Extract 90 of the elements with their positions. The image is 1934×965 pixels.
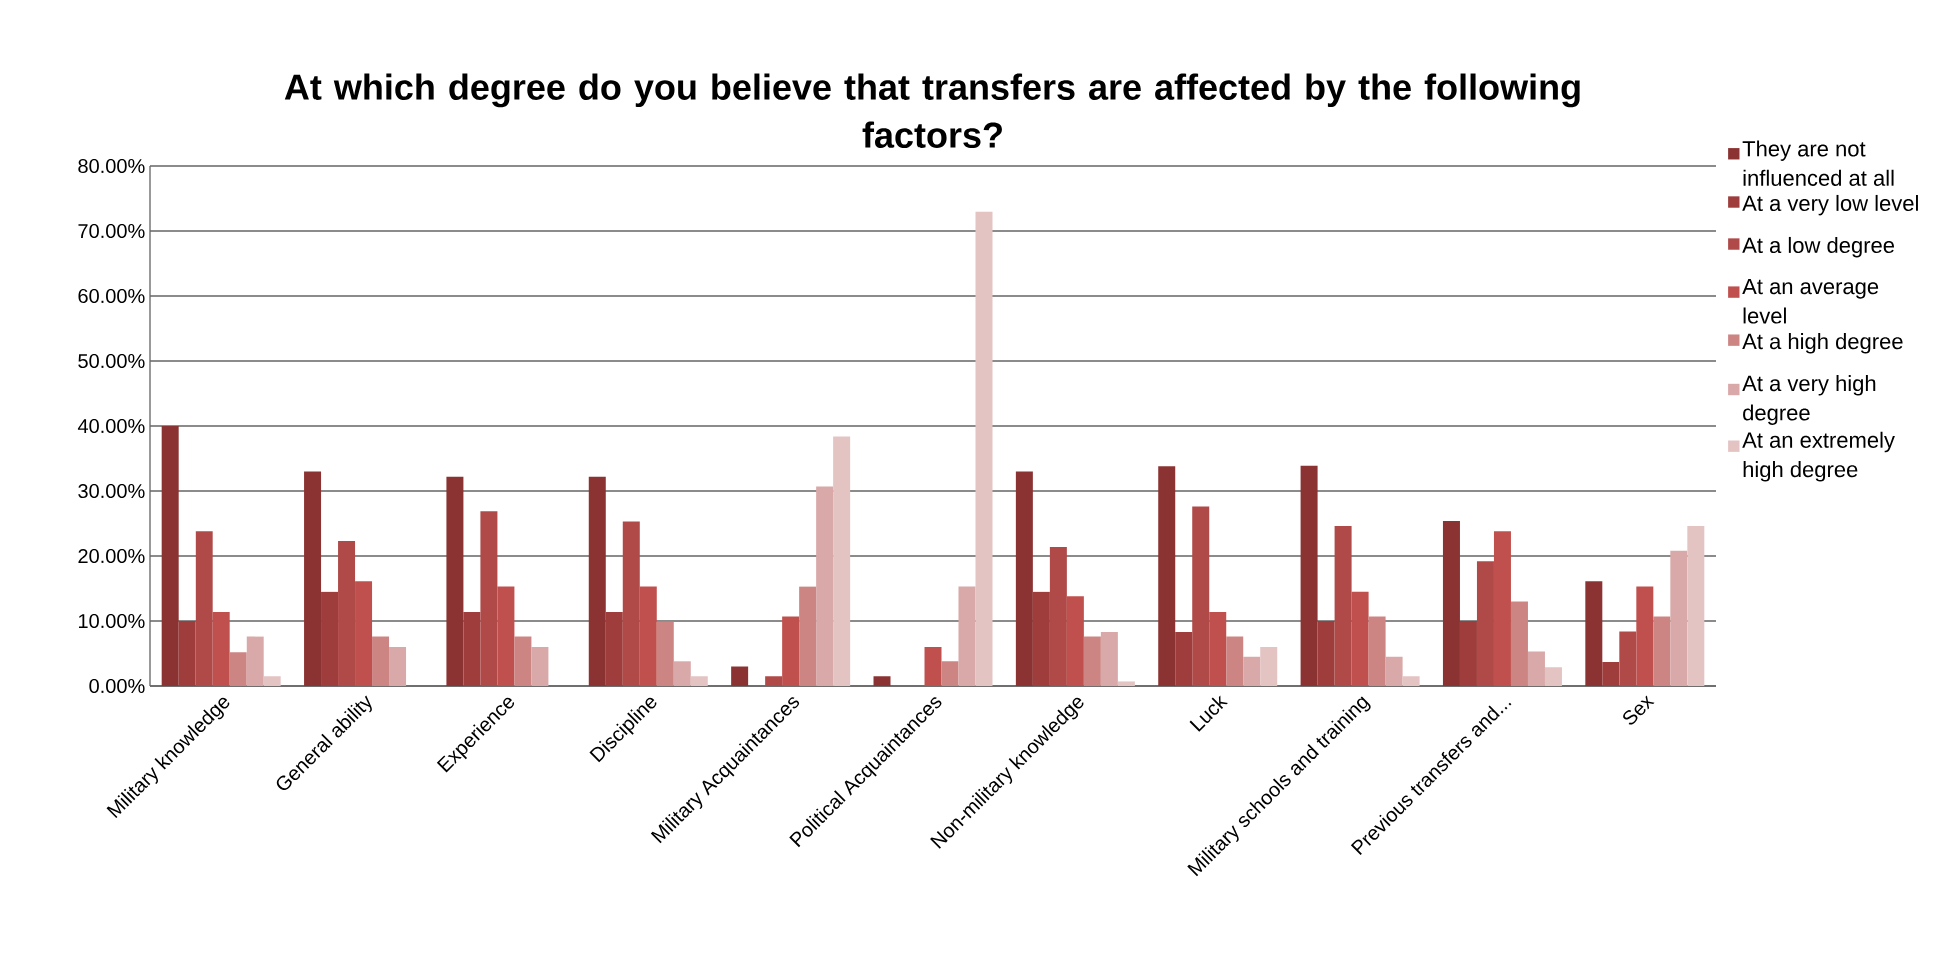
bar <box>229 652 247 686</box>
bar <box>924 647 942 686</box>
y-tick-label: 60.00% <box>78 288 145 304</box>
bar <box>1175 632 1193 686</box>
bar <box>372 636 390 686</box>
bar <box>639 586 657 686</box>
bar <box>446 476 464 686</box>
bar <box>1351 591 1369 686</box>
bar <box>304 471 322 686</box>
bar <box>1226 636 1244 686</box>
bar <box>1015 471 1033 686</box>
bar <box>958 586 976 686</box>
bar <box>1317 621 1335 686</box>
bar <box>389 647 407 686</box>
y-tick-label: 0.00% <box>89 678 145 694</box>
bar <box>1653 616 1671 686</box>
bar <box>514 636 532 686</box>
bar <box>1476 561 1494 686</box>
bar <box>1442 520 1460 686</box>
bar <box>1032 591 1050 686</box>
bar <box>1602 661 1620 686</box>
legend-label: At a high degree <box>1742 333 1903 354</box>
y-tick-label: 50.00% <box>78 353 145 369</box>
bar <box>497 586 515 686</box>
bar <box>1209 611 1227 686</box>
bar <box>588 476 606 686</box>
bar <box>622 521 640 686</box>
bar <box>1459 621 1477 686</box>
bar <box>1402 676 1420 686</box>
bar <box>246 636 264 686</box>
bar <box>833 436 851 686</box>
bar <box>673 661 691 686</box>
bar <box>480 511 498 686</box>
bar <box>531 647 549 686</box>
x-tick-label: Sex <box>1623 695 1655 725</box>
bar <box>1260 647 1278 686</box>
bar <box>1636 586 1654 686</box>
bar <box>1158 466 1176 686</box>
bar <box>195 531 213 686</box>
bar <box>355 581 373 686</box>
legend-label: They are not influenced at all <box>1742 140 1894 186</box>
bar <box>1083 636 1101 686</box>
bar <box>605 611 623 686</box>
y-tick-label: 70.00% <box>78 223 145 239</box>
bar <box>1243 656 1261 686</box>
bar <box>321 591 339 686</box>
bar <box>463 611 481 686</box>
bar <box>1585 581 1603 686</box>
bar <box>1300 465 1318 686</box>
bar <box>178 621 196 686</box>
bar <box>1544 667 1562 686</box>
legend-label: At a very low level <box>1742 194 1918 216</box>
bar <box>212 611 230 686</box>
bar <box>1670 550 1688 686</box>
bar <box>1117 681 1135 686</box>
bar <box>161 426 179 686</box>
bar <box>975 211 993 686</box>
bar <box>1527 651 1545 686</box>
bar <box>765 676 783 686</box>
bar <box>782 616 800 686</box>
y-tick-label: 20.00% <box>78 548 145 564</box>
bar <box>1368 616 1386 686</box>
bar <box>656 621 674 686</box>
legend-label: At an average level <box>1742 278 1879 324</box>
y-tick-label: 10.00% <box>78 613 145 629</box>
bar <box>1100 632 1118 686</box>
chart-title: At which degree do you believe that transfers are affected by the following factors? <box>284 73 1580 148</box>
y-tick-label: 80.00% <box>78 158 145 174</box>
bar <box>1192 506 1210 686</box>
bar <box>1619 631 1637 686</box>
bar <box>1687 526 1705 686</box>
legend-label: At an extremely high degree <box>1742 431 1895 482</box>
bar <box>263 676 281 686</box>
bar <box>1049 546 1067 686</box>
bar <box>1066 596 1084 686</box>
bar <box>873 676 891 686</box>
bar <box>816 486 834 686</box>
bar <box>1334 526 1352 686</box>
bar <box>799 586 817 686</box>
legend-label: At a low degree <box>1742 236 1895 258</box>
y-tick-label: 40.00% <box>77 418 145 434</box>
bar <box>1510 601 1528 686</box>
bar <box>338 541 356 686</box>
bar <box>731 666 749 686</box>
bar <box>1385 656 1403 686</box>
y-tick-label: 30.00% <box>78 483 145 499</box>
bar <box>690 676 708 686</box>
bar <box>1493 531 1511 686</box>
legend-label: At a very high degree <box>1742 375 1876 425</box>
bar <box>941 661 959 686</box>
